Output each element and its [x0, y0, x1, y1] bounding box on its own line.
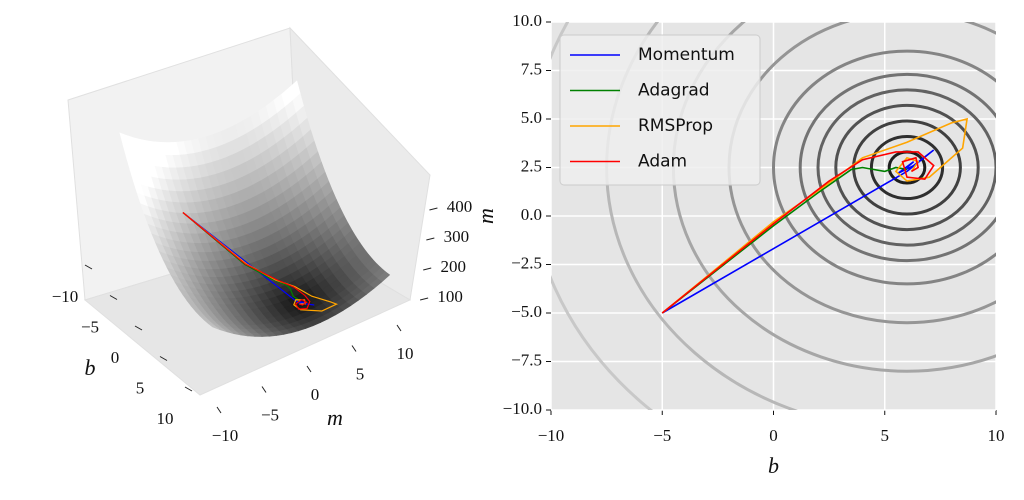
x-tick-label: 5 — [881, 426, 890, 445]
trajectory — [661, 166, 908, 314]
z-tick — [429, 207, 438, 211]
x-axis-label: b — [85, 355, 96, 380]
x-tick-label: 10 — [157, 409, 174, 428]
x-tick-label: 10 — [988, 426, 1005, 445]
contour — [798, 72, 996, 263]
x-tick-label: 0 — [111, 348, 120, 367]
y-tick-label: 7.5 — [521, 59, 542, 78]
z-tick-label: 400 — [447, 197, 473, 216]
x-tick — [159, 356, 168, 361]
x-tick-label: 0 — [769, 426, 778, 445]
contour — [772, 49, 996, 286]
x-axis-label: b — [768, 453, 779, 478]
y-tick-label: 0 — [311, 385, 320, 404]
x-tick — [134, 325, 143, 331]
trajectory — [661, 149, 935, 314]
contour — [869, 134, 945, 201]
y-tick-label: 10.0 — [512, 11, 542, 30]
y-tick-label: 2.5 — [521, 156, 542, 175]
x-tick-label: −10 — [52, 287, 79, 306]
y-tick — [396, 324, 402, 332]
x-tick-label: −5 — [653, 426, 671, 445]
legend-box — [559, 34, 761, 186]
y-tick — [216, 406, 222, 414]
legend-label: Momentum — [638, 45, 735, 65]
z-tick-label: 200 — [440, 257, 466, 276]
z-tick — [419, 297, 429, 301]
y-tick-label: −5.0 — [511, 302, 542, 321]
y-tick — [351, 345, 357, 352]
z-tick-label: 300 — [444, 227, 470, 246]
legend-label: Adagrad — [638, 81, 710, 101]
x-tick — [109, 295, 118, 300]
y-tick-label: −10.0 — [503, 399, 542, 418]
y-tick-label: −5 — [261, 405, 279, 424]
x-tick — [84, 264, 93, 270]
x-tick — [184, 386, 193, 392]
contour — [834, 103, 980, 232]
z-tick — [423, 267, 432, 271]
trajectory — [661, 151, 935, 314]
legend-label: Adam — [638, 152, 687, 172]
y-tick-label: 10 — [397, 344, 414, 363]
trajectory-3d — [182, 212, 300, 303]
y-tick — [261, 386, 267, 393]
contour — [852, 119, 962, 216]
legend-label: RMSProp — [638, 116, 713, 136]
x-tick-label: −5 — [81, 317, 99, 336]
contour — [816, 88, 996, 247]
x-tick-label: −10 — [538, 426, 565, 445]
y-tick-label: −2.5 — [511, 253, 542, 272]
y-tick-label: 5.0 — [521, 108, 542, 127]
contour-plot: −10 −5 0 5 10 −10.0 −7.5 −5.0 −2.5 0.0 2.5 5.0 7.5 10… — [473, 11, 1005, 478]
y-tick-label: 0.0 — [521, 205, 542, 224]
trajectory-3d — [182, 212, 311, 310]
surface-patch — [208, 323, 220, 330]
y-tick-label: −10 — [212, 426, 239, 445]
y-axis-label: m — [473, 208, 498, 224]
z-tick — [426, 237, 435, 241]
y-tick-label: 5 — [356, 364, 365, 383]
y-tick — [306, 365, 312, 373]
y-tick-label: −7.5 — [511, 350, 542, 369]
z-tick-label: 100 — [437, 287, 463, 306]
trajectory — [661, 117, 969, 314]
y-axis-label: m — [327, 405, 343, 430]
x-tick-label: 5 — [136, 378, 145, 397]
